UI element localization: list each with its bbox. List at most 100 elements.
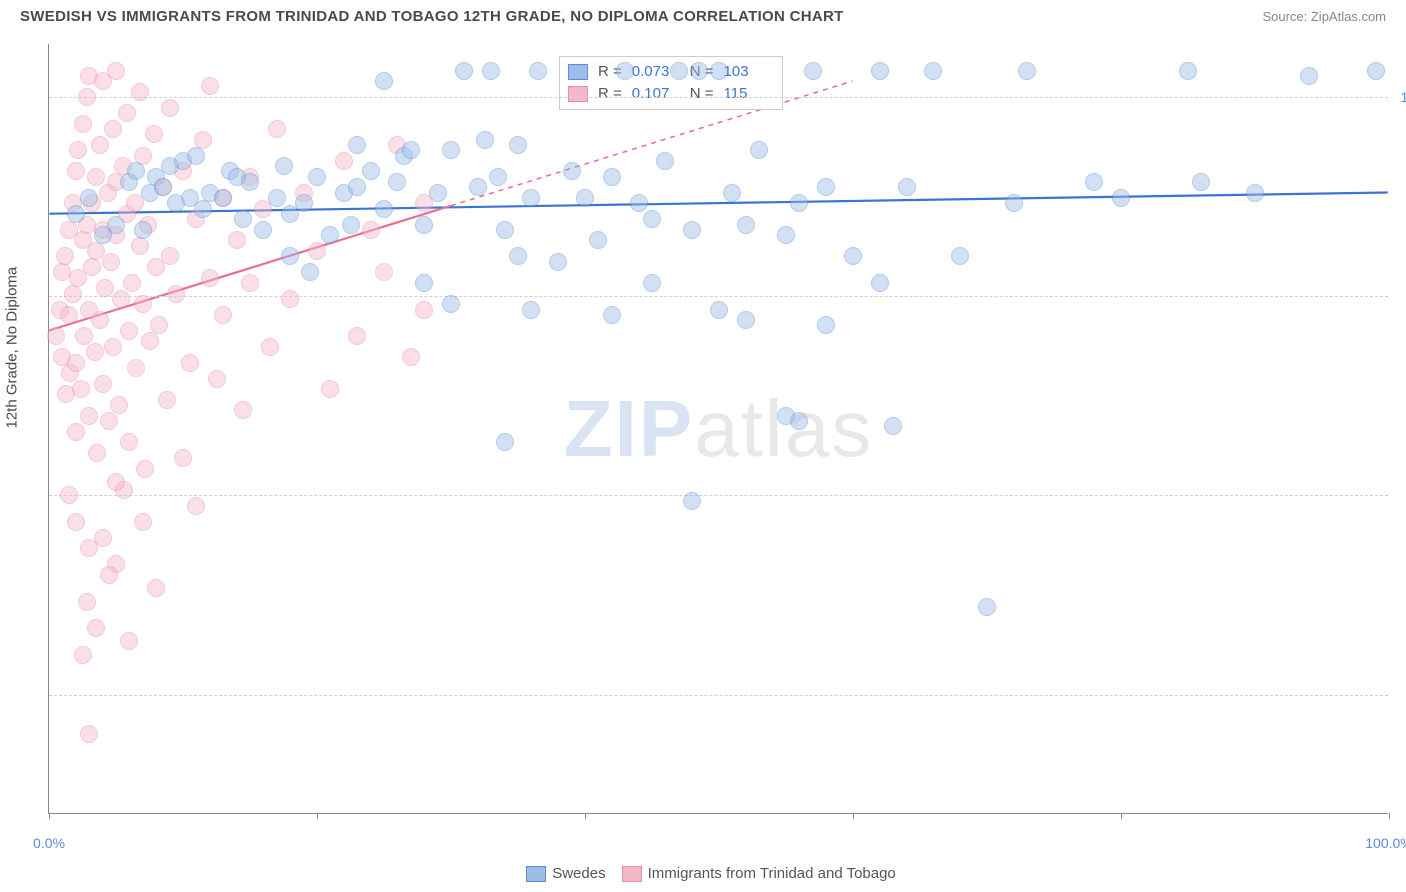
data-point bbox=[295, 194, 313, 212]
r-label: R = bbox=[598, 83, 622, 105]
data-point bbox=[362, 221, 380, 239]
title-bar: SWEDISH VS IMMIGRANTS FROM TRINIDAD AND … bbox=[0, 0, 1406, 29]
legend-swatch bbox=[568, 64, 588, 80]
data-point bbox=[469, 178, 487, 196]
data-point bbox=[208, 370, 226, 388]
data-point bbox=[56, 247, 74, 265]
data-point bbox=[489, 168, 507, 186]
data-point bbox=[134, 295, 152, 313]
data-point bbox=[67, 423, 85, 441]
data-point bbox=[107, 62, 125, 80]
legend-swatch bbox=[568, 86, 588, 102]
data-point bbox=[817, 178, 835, 196]
data-point bbox=[281, 247, 299, 265]
data-point bbox=[308, 168, 326, 186]
data-point bbox=[110, 396, 128, 414]
data-point bbox=[281, 290, 299, 308]
data-point bbox=[375, 200, 393, 218]
data-point bbox=[145, 125, 163, 143]
legend-label: Swedes bbox=[552, 865, 605, 882]
y-axis-label: 12th Grade, No Diploma bbox=[4, 267, 21, 429]
data-point bbox=[482, 62, 500, 80]
data-point bbox=[187, 147, 205, 165]
data-point bbox=[603, 306, 621, 324]
data-point bbox=[201, 269, 219, 287]
data-point bbox=[342, 216, 360, 234]
data-point bbox=[415, 216, 433, 234]
data-point bbox=[131, 83, 149, 101]
y-tick-label: 92.5% bbox=[1396, 288, 1406, 304]
data-point bbox=[228, 231, 246, 249]
data-point bbox=[817, 316, 835, 334]
grid-line bbox=[49, 495, 1388, 496]
data-point bbox=[104, 338, 122, 356]
data-point bbox=[1018, 62, 1036, 80]
data-point bbox=[375, 72, 393, 90]
legend-label: Immigrants from Trinidad and Tobago bbox=[648, 865, 896, 882]
data-point bbox=[83, 258, 101, 276]
x-tick bbox=[853, 813, 854, 819]
source-label: Source: ZipAtlas.com bbox=[1262, 9, 1386, 24]
data-point bbox=[67, 205, 85, 223]
data-point bbox=[1367, 62, 1385, 80]
legend-series: Swedes Immigrants from Trinidad and Tobag… bbox=[0, 865, 1406, 882]
data-point bbox=[723, 184, 741, 202]
data-point bbox=[187, 497, 205, 515]
x-tick-label: 0.0% bbox=[33, 835, 65, 851]
data-point bbox=[335, 152, 353, 170]
data-point bbox=[147, 579, 165, 597]
data-point bbox=[275, 157, 293, 175]
data-point bbox=[978, 598, 996, 616]
data-point bbox=[321, 380, 339, 398]
x-tick-label: 100.0% bbox=[1365, 835, 1406, 851]
data-point bbox=[96, 279, 114, 297]
data-point bbox=[442, 141, 460, 159]
data-point bbox=[69, 141, 87, 159]
n-label: N = bbox=[690, 83, 714, 105]
y-tick-label: 77.5% bbox=[1396, 687, 1406, 703]
data-point bbox=[549, 253, 567, 271]
data-point bbox=[91, 136, 109, 154]
data-point bbox=[87, 619, 105, 637]
watermark-zip: ZIP bbox=[564, 384, 694, 473]
data-point bbox=[804, 62, 822, 80]
legend-swatch bbox=[526, 866, 546, 882]
data-point bbox=[683, 221, 701, 239]
data-point bbox=[112, 290, 130, 308]
data-point bbox=[871, 274, 889, 292]
data-point bbox=[348, 136, 366, 154]
data-point bbox=[402, 141, 420, 159]
data-point bbox=[690, 62, 708, 80]
grid-line bbox=[49, 695, 1388, 696]
data-point bbox=[630, 194, 648, 212]
data-point bbox=[118, 104, 136, 122]
data-point bbox=[174, 449, 192, 467]
data-point bbox=[616, 62, 634, 80]
data-point bbox=[777, 226, 795, 244]
data-point bbox=[154, 178, 172, 196]
data-point bbox=[80, 189, 98, 207]
data-point bbox=[136, 460, 154, 478]
data-point bbox=[67, 513, 85, 531]
data-point bbox=[924, 62, 942, 80]
data-point bbox=[201, 77, 219, 95]
data-point bbox=[603, 168, 621, 186]
data-point bbox=[214, 189, 232, 207]
data-point bbox=[737, 216, 755, 234]
data-point bbox=[509, 247, 527, 265]
data-point bbox=[737, 311, 755, 329]
data-point bbox=[509, 136, 527, 154]
data-point bbox=[74, 646, 92, 664]
data-point bbox=[643, 210, 661, 228]
y-tick-label: 85.0% bbox=[1396, 487, 1406, 503]
data-point bbox=[74, 115, 92, 133]
n-value: 103 bbox=[724, 61, 772, 83]
data-point bbox=[388, 173, 406, 191]
data-point bbox=[80, 407, 98, 425]
data-point bbox=[254, 221, 272, 239]
data-point bbox=[790, 194, 808, 212]
data-point bbox=[529, 62, 547, 80]
data-point bbox=[78, 88, 96, 106]
data-point bbox=[348, 327, 366, 345]
data-point bbox=[241, 173, 259, 191]
